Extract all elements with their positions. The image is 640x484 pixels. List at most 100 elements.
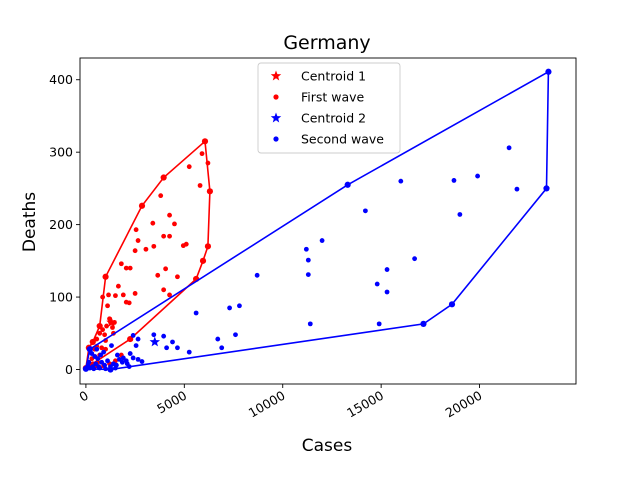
data-point-series-2 xyxy=(384,289,390,295)
data-point-series-2 xyxy=(384,267,390,272)
data-point-series-2 xyxy=(86,359,92,365)
data-point-series-1 xyxy=(167,212,172,218)
data-point-series-1 xyxy=(167,233,172,239)
data-point-series-2 xyxy=(89,351,95,356)
data-point-series-1 xyxy=(115,283,121,289)
data-point-series-1 xyxy=(172,221,177,227)
data-point-series-2 xyxy=(193,310,199,316)
data-point-series-1 xyxy=(150,220,156,226)
plot-area xyxy=(82,68,552,373)
data-point-series-2 xyxy=(91,366,97,372)
data-point-series-2 xyxy=(237,303,242,309)
data-point-series-2 xyxy=(506,145,512,151)
data-point-series-2 xyxy=(175,345,180,351)
data-point-series-1 xyxy=(99,345,105,351)
data-point-series-2 xyxy=(130,355,136,361)
data-point-series-1 xyxy=(139,203,145,209)
data-point-series-2 xyxy=(139,359,145,364)
y-tick-label: 100 xyxy=(49,290,73,305)
data-point-series-2 xyxy=(345,182,351,188)
legend-marker-star xyxy=(270,70,282,81)
data-point-series-1 xyxy=(205,243,211,249)
data-point-series-2 xyxy=(95,356,101,362)
data-point-series-2 xyxy=(108,364,113,370)
data-point-series-2 xyxy=(170,339,175,345)
data-point-series-1 xyxy=(180,243,186,249)
legend-marker-star xyxy=(270,112,282,123)
data-point-series-2 xyxy=(102,362,108,368)
y-tick-label: 300 xyxy=(49,145,73,160)
data-point-series-1 xyxy=(106,292,111,298)
data-point-series-1 xyxy=(143,246,149,252)
data-point-series-2 xyxy=(85,363,91,369)
data-point-series-1 xyxy=(103,274,108,280)
data-point-series-2 xyxy=(362,208,368,214)
data-point-series-2 xyxy=(120,355,126,361)
data-point-series-1 xyxy=(97,323,103,329)
data-point-series-2 xyxy=(94,346,100,352)
data-point-series-2 xyxy=(93,361,99,367)
data-point-series-2 xyxy=(451,178,457,183)
data-point-series-1 xyxy=(127,265,133,271)
data-point-series-1 xyxy=(133,227,139,233)
data-point-series-1 xyxy=(123,299,129,305)
data-point-series-1 xyxy=(97,330,103,336)
data-point-series-1 xyxy=(123,265,129,271)
data-point-series-1 xyxy=(161,287,167,293)
y-tick-label: 400 xyxy=(49,72,73,87)
data-point-series-1 xyxy=(100,327,106,333)
data-point-series-2 xyxy=(457,212,463,217)
hull-vertex-series-1 xyxy=(127,335,134,343)
data-point-series-2 xyxy=(421,321,426,327)
data-point-series-2 xyxy=(113,365,118,371)
chart-title: Germany xyxy=(283,32,370,54)
data-point-series-2 xyxy=(105,358,110,364)
data-point-series-1 xyxy=(132,291,138,296)
data-point-series-2 xyxy=(116,356,122,362)
data-point-series-2 xyxy=(398,178,404,184)
data-point-series-2 xyxy=(514,186,520,192)
data-point-series-1 xyxy=(135,238,141,243)
data-point-series-2 xyxy=(374,281,380,287)
data-point-series-1 xyxy=(207,188,213,194)
data-point-series-2 xyxy=(215,336,221,342)
data-point-series-1 xyxy=(163,266,169,272)
legend-box xyxy=(257,62,401,154)
data-point-series-2 xyxy=(544,186,549,191)
data-point-series-2 xyxy=(186,349,192,355)
legend-label: Second wave xyxy=(301,132,384,147)
data-point-series-2 xyxy=(305,257,311,263)
data-point-series-2 xyxy=(133,343,139,349)
data-point-series-2 xyxy=(475,173,480,179)
data-point-series-1 xyxy=(120,292,126,298)
data-point-series-2 xyxy=(135,336,141,342)
data-point-series-2 xyxy=(219,345,225,351)
centroid-marker-1 xyxy=(106,316,117,327)
data-point-series-1 xyxy=(105,303,110,309)
data-point-series-1 xyxy=(175,274,180,280)
data-point-series-1 xyxy=(158,193,164,199)
data-point-series-1 xyxy=(186,164,192,170)
data-point-series-2 xyxy=(546,69,551,75)
plot-frame xyxy=(79,57,577,385)
x-tick-label: 5000 xyxy=(154,388,189,417)
hull-vertex-series-2 xyxy=(86,346,93,353)
data-point-series-2 xyxy=(376,321,382,327)
data-point-series-1 xyxy=(90,339,96,345)
data-point-series-2 xyxy=(319,238,325,243)
data-point-series-1 xyxy=(202,138,208,144)
data-point-series-2 xyxy=(307,321,313,327)
data-point-series-1 xyxy=(161,175,167,180)
data-point-series-2 xyxy=(135,356,141,362)
y-tick-label: 200 xyxy=(49,217,73,232)
legend-label: Centroid 1 xyxy=(301,69,366,84)
data-point-series-2 xyxy=(161,333,167,339)
data-point-series-2 xyxy=(99,359,105,365)
legend-label: First wave xyxy=(301,90,365,105)
data-point-series-2 xyxy=(233,332,238,338)
data-point-series-2 xyxy=(109,343,114,349)
data-point-series-2 xyxy=(449,301,455,307)
data-point-series-2 xyxy=(126,364,132,370)
data-point-series-1 xyxy=(118,261,124,267)
data-point-series-1 xyxy=(161,233,167,239)
